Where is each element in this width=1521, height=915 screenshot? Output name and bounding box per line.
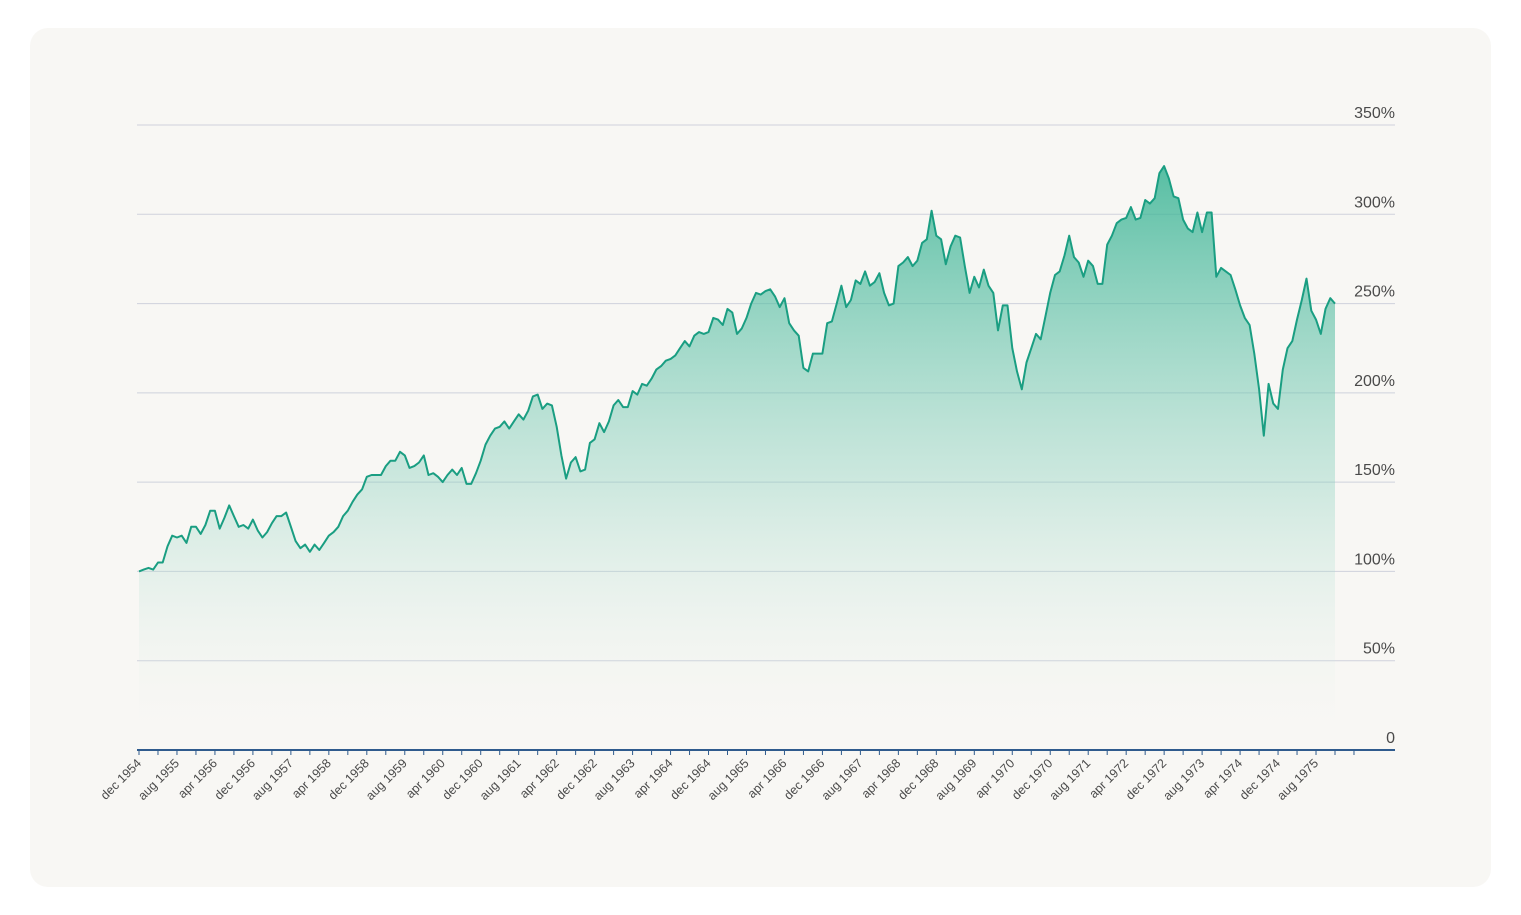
- area-fill-path: [139, 166, 1335, 751]
- x-tick-label: aug 1961: [477, 756, 524, 803]
- x-tick-label: aug 1973: [1160, 756, 1207, 803]
- x-tick-label: aug 1971: [1047, 756, 1094, 803]
- series-line-path: [138, 165, 1336, 573]
- y-tick-label: 200%: [1354, 373, 1395, 390]
- x-tick-label: aug 1967: [819, 756, 866, 803]
- x-axis: [137, 749, 1395, 755]
- x-tick-label: aug 1965: [705, 756, 752, 803]
- y-tick-label: 350%: [1354, 105, 1395, 122]
- x-tick-label: aug 1955: [135, 756, 182, 803]
- y-tick-label: 300%: [1354, 194, 1395, 211]
- y-tick-label: 150%: [1354, 462, 1395, 479]
- x-tick-label: aug 1963: [591, 756, 638, 803]
- y-tick-label: 100%: [1354, 551, 1395, 568]
- x-tick-label: aug 1959: [363, 756, 410, 803]
- x-tick-label: aug 1957: [249, 756, 296, 803]
- series-line: [138, 165, 1336, 573]
- y-tick-label: 50%: [1363, 641, 1395, 658]
- x-tick-label: aug 1975: [1274, 756, 1321, 803]
- y-tick-label: 0: [1386, 730, 1395, 747]
- y-tick-label: 250%: [1354, 284, 1395, 301]
- x-tick-label: aug 1969: [933, 756, 980, 803]
- y-axis-labels: 0 50% 100% 150% 200% 250% 300% 350%: [1354, 105, 1395, 747]
- area-fill: [139, 166, 1335, 751]
